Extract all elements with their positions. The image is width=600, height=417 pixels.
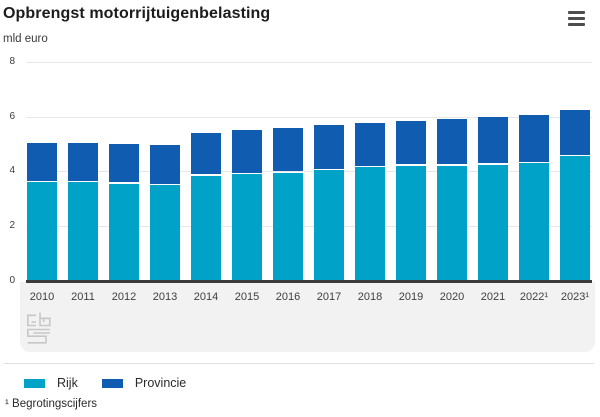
bar-rijk-2011[interactable] — [68, 182, 98, 281]
y-axis-tick-0: 0 — [9, 275, 15, 286]
legend-swatch-rijk — [24, 378, 45, 388]
x-axis-label-2019: 2019 — [398, 291, 424, 303]
bar-rijk-2010[interactable] — [27, 182, 57, 281]
bar-provincie-2018[interactable] — [355, 123, 385, 166]
bar-provincie-2019[interactable] — [396, 120, 426, 165]
bar-provincie-2021[interactable] — [478, 116, 508, 164]
divider-line — [4, 363, 594, 364]
legend-swatch-provincie — [101, 378, 123, 388]
bar-provincie-2014[interactable] — [191, 133, 221, 174]
bar-provincie-2010[interactable] — [27, 142, 57, 181]
bar-provincie-2017[interactable] — [314, 124, 344, 169]
bar-rijk-2020[interactable] — [437, 165, 467, 281]
bar-rijk-2019[interactable] — [396, 165, 426, 281]
gridline-y-8 — [26, 61, 592, 63]
bar-rijk-2012[interactable] — [109, 183, 139, 281]
gridline-y-4 — [26, 171, 592, 173]
legend-label-rijk: Rijk — [57, 376, 78, 390]
bar-rijk-2014[interactable] — [191, 175, 221, 281]
x-axis-label-2022¹: 2022¹ — [519, 291, 549, 303]
legend-label-provincie: Provincie — [134, 376, 187, 390]
footnote: ¹ Begrotingscijfers — [5, 398, 98, 410]
x-axis-label-2016: 2016 — [275, 291, 301, 303]
bar-rijk-2022¹[interactable] — [519, 163, 549, 281]
chart-legend: Rijk Provincie — [24, 376, 186, 390]
legend-item-rijk[interactable]: Rijk — [24, 376, 78, 390]
y-axis-tick-8: 8 — [9, 55, 15, 67]
x-axis-band — [20, 282, 595, 352]
bar-rijk-2015[interactable] — [232, 174, 262, 281]
bar-provincie-2022¹[interactable] — [519, 115, 549, 162]
legend-item-provincie[interactable]: Provincie — [101, 376, 187, 390]
x-axis-label-2010: 2010 — [29, 291, 55, 303]
x-axis-label-2015: 2015 — [234, 291, 260, 303]
bar-rijk-2016[interactable] — [273, 172, 303, 281]
y-axis-tick-6: 6 — [9, 110, 15, 122]
bar-provincie-2023¹[interactable] — [560, 109, 590, 155]
bar-provincie-2016[interactable] — [273, 127, 303, 172]
hamburger-menu-icon[interactable] — [568, 11, 586, 26]
bar-provincie-2020[interactable] — [437, 119, 467, 165]
x-axis-label-2013: 2013 — [152, 291, 178, 303]
bar-rijk-2018[interactable] — [355, 167, 385, 281]
bar-provincie-2013[interactable] — [150, 145, 180, 184]
bar-rijk-2021[interactable] — [478, 164, 508, 281]
gridline-y-2 — [26, 226, 592, 228]
y-axis-tick-4: 4 — [9, 165, 15, 177]
bar-provincie-2012[interactable] — [109, 144, 139, 183]
bar-provincie-2011[interactable] — [68, 142, 98, 181]
x-axis-line — [26, 280, 592, 283]
x-axis-label-2020: 2020 — [439, 291, 465, 303]
gridline-y-6 — [26, 116, 592, 118]
x-axis-label-2018: 2018 — [357, 291, 383, 303]
x-axis-label-2021: 2021 — [480, 291, 506, 303]
unit-label: mld euro — [3, 33, 48, 45]
bar-rijk-2017[interactable] — [314, 170, 344, 281]
x-axis-label-2012: 2012 — [111, 291, 137, 303]
x-axis-label-2011: 2011 — [71, 291, 95, 303]
bar-rijk-2023¹[interactable] — [560, 156, 590, 281]
x-axis-label-2017: 2017 — [316, 291, 342, 303]
y-axis-tick-2: 2 — [9, 220, 15, 232]
x-axis-label-2014: 2014 — [193, 291, 219, 303]
chart-title: Opbrengst motorrijtuigenbelasting — [3, 5, 271, 22]
bar-rijk-2013[interactable] — [150, 185, 180, 281]
cbs-logo-icon — [27, 312, 51, 344]
x-axis-label-2023¹: 2023¹ — [560, 291, 590, 303]
bar-provincie-2015[interactable] — [232, 130, 262, 173]
